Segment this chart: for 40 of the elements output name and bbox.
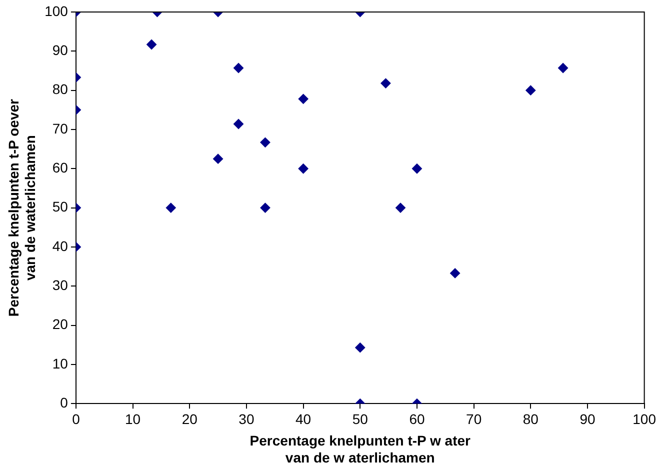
point — [298, 94, 308, 104]
point — [213, 154, 224, 164]
x-tick-label: 70 — [466, 410, 482, 427]
x-axis-title: Percentage knelpunten t-P w ater van de w aterlichamen — [250, 432, 472, 466]
x-tick-label: 90 — [580, 410, 596, 427]
x-tick-label: 0 — [72, 410, 80, 427]
y-tick-label: 80 — [52, 81, 68, 98]
y-tick-label: 0 — [60, 394, 68, 410]
point — [260, 202, 270, 213]
point — [380, 78, 391, 88]
point — [146, 40, 157, 50]
point — [558, 63, 568, 73]
x-tick-label: 60 — [409, 410, 425, 427]
y-tick-label: 70 — [52, 120, 68, 136]
point — [412, 164, 422, 174]
point — [260, 137, 270, 148]
y-tick-label: 10 — [52, 355, 68, 372]
point — [234, 119, 244, 129]
x-tick-label: 100 — [632, 410, 656, 427]
point — [298, 164, 308, 174]
point — [450, 268, 460, 278]
y-axis-title: Percentage knelpunten t-P oever van de waterlichamen — [5, 98, 38, 317]
point — [166, 202, 176, 213]
point — [234, 63, 244, 73]
y-tick-label: 40 — [52, 238, 68, 254]
x-tick-label: 30 — [238, 410, 254, 427]
x-tick-label: 80 — [522, 410, 539, 427]
x-tick-label: 50 — [352, 410, 368, 427]
point — [355, 342, 366, 353]
x-tick-label: 10 — [125, 410, 141, 427]
y-tick-label: 30 — [52, 276, 68, 293]
point — [395, 202, 406, 213]
point — [526, 85, 536, 96]
y-tick-label: 60 — [52, 160, 68, 176]
y-tick-label: 100 — [44, 2, 68, 19]
y-tick-label: 20 — [52, 316, 68, 332]
y-tick-label: 50 — [52, 198, 68, 215]
x-tick-label: 20 — [182, 410, 198, 427]
y-tick-label: 90 — [52, 42, 68, 58]
x-tick-label: 40 — [296, 410, 312, 427]
